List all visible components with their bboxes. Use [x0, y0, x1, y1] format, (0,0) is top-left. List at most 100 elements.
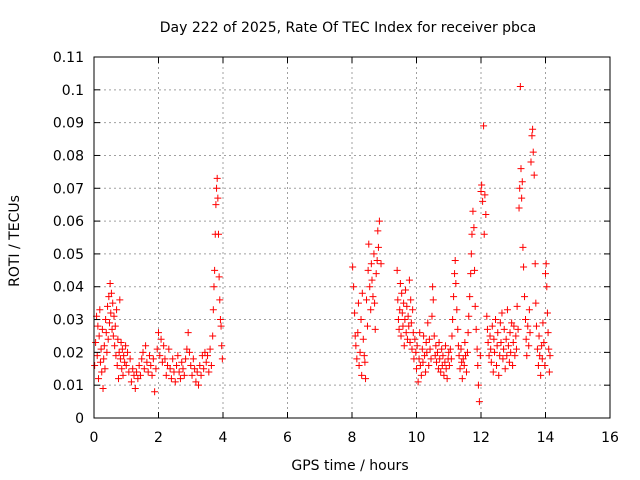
data-point	[517, 165, 525, 173]
chart-title: Day 222 of 2025, Rate Of TEC Index for r…	[160, 20, 536, 36]
data-point	[368, 276, 376, 284]
data-point	[445, 361, 453, 369]
data-point	[464, 329, 472, 337]
y-tick-label: 0	[75, 411, 84, 427]
x-tick-label: 2	[154, 430, 163, 446]
data-point	[96, 358, 104, 366]
data-point	[418, 345, 426, 353]
data-point	[354, 299, 362, 307]
data-point	[463, 348, 471, 356]
data-point	[396, 279, 404, 287]
y-tick-label: 0.02	[53, 345, 84, 361]
data-point	[447, 355, 455, 363]
data-point	[116, 296, 124, 304]
data-point	[206, 345, 214, 353]
data-point	[457, 345, 465, 353]
data-point	[394, 316, 402, 324]
data-point	[176, 375, 184, 383]
data-point	[147, 361, 155, 369]
data-point	[409, 329, 417, 337]
data-point	[513, 302, 521, 310]
data-point	[538, 355, 546, 363]
data-point	[407, 319, 415, 327]
data-point	[185, 348, 193, 356]
data-point	[468, 230, 476, 238]
data-point	[398, 289, 406, 297]
data-point	[405, 276, 413, 284]
data-point	[160, 342, 168, 350]
data-point	[155, 329, 162, 337]
grid-lines	[94, 57, 610, 418]
data-point	[112, 352, 120, 360]
data-point	[350, 283, 358, 291]
data-point	[461, 339, 469, 347]
data-point	[109, 299, 117, 307]
data-point	[359, 335, 367, 343]
data-point	[136, 371, 144, 379]
y-axis-label: ROTI / TECUs	[7, 195, 23, 287]
data-point	[364, 266, 372, 274]
data-point	[429, 283, 437, 291]
y-tick-label: 0.08	[53, 148, 84, 164]
data-point	[503, 352, 511, 360]
data-point	[473, 345, 481, 353]
data-point	[394, 296, 402, 304]
x-tick-label: 6	[283, 430, 292, 446]
data-point	[402, 286, 410, 294]
data-point	[193, 368, 201, 376]
data-point	[445, 348, 453, 356]
data-point	[96, 306, 104, 314]
data-point	[425, 335, 433, 343]
data-point	[477, 188, 485, 196]
data-point	[479, 197, 487, 205]
data-point	[358, 371, 366, 379]
data-point	[139, 348, 147, 356]
data-point	[512, 345, 520, 353]
data-point	[521, 293, 529, 301]
data-point	[167, 375, 175, 383]
data-point	[93, 352, 101, 360]
data-point	[483, 325, 491, 333]
data-point	[522, 316, 530, 324]
data-point	[420, 332, 428, 340]
data-point	[189, 355, 197, 363]
data-point	[357, 316, 365, 324]
data-point	[118, 365, 126, 373]
data-point	[111, 322, 119, 330]
data-point	[214, 230, 222, 238]
data-point	[467, 270, 475, 278]
data-point	[485, 352, 493, 360]
x-tick-label: 4	[219, 430, 228, 446]
data-point	[525, 306, 533, 314]
data-point	[205, 368, 213, 376]
data-point	[151, 388, 159, 396]
data-point	[355, 361, 363, 369]
data-point	[400, 299, 408, 307]
data-point	[131, 384, 139, 392]
data-point	[475, 398, 483, 406]
data-point	[100, 355, 108, 363]
y-tick-label: 0.05	[53, 247, 84, 263]
data-point	[524, 322, 532, 330]
data-point	[363, 322, 371, 330]
data-point	[430, 332, 438, 340]
data-point	[529, 148, 537, 156]
data-point	[371, 299, 379, 307]
data-point	[165, 345, 173, 353]
data-point	[400, 342, 408, 350]
data-point	[503, 306, 511, 314]
data-point	[489, 368, 497, 376]
data-point	[118, 345, 126, 353]
axis-ticks: 0 2 4 6 8 10 12 14 16 0 0.01 0.02 0.03 0.04 0.05 0.06 0.…	[53, 50, 619, 446]
data-point	[102, 329, 110, 337]
data-point	[448, 332, 456, 340]
data-point	[487, 358, 495, 366]
data-point	[91, 361, 99, 369]
data-point	[481, 191, 489, 199]
data-point	[124, 348, 132, 356]
data-point	[363, 296, 371, 304]
data-point	[543, 309, 551, 317]
data-point	[442, 365, 450, 373]
data-point	[377, 260, 385, 268]
data-point	[407, 296, 415, 304]
